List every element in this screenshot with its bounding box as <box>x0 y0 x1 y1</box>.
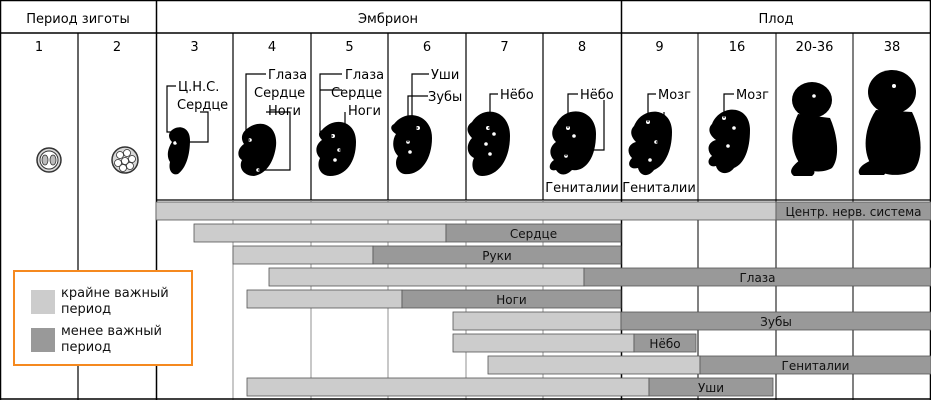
label-w4-heart: Сердце <box>254 86 305 101</box>
bar-label: Ноги <box>496 293 526 307</box>
bar-less <box>445 223 622 243</box>
bar-critical <box>268 267 585 287</box>
label-w5-legs: Ноги <box>348 104 381 119</box>
label-w5-eyes: Глаза <box>345 68 384 83</box>
bar-less <box>401 289 622 309</box>
week-numbers: 1 2 3 4 5 6 7 8 9 16 20-36 38 <box>35 40 900 55</box>
label-w9-genitals: Гениталии <box>622 181 696 196</box>
fetus-week-20-36-icon <box>791 82 838 176</box>
embryo-week-8-icon <box>549 111 596 175</box>
morula-icon <box>111 146 139 174</box>
bar-less <box>633 333 697 353</box>
week-label: 4 <box>268 40 276 55</box>
header-zygote: Период зиготы <box>26 12 130 27</box>
organ-labels: Ц.Н.С. Сердце Глаза Сердце Ноги Глаза Се… <box>177 68 769 196</box>
bar-label: Уши <box>698 381 724 395</box>
week-label: 7 <box>500 40 508 55</box>
week-label: 3 <box>190 40 198 55</box>
bar-critical <box>246 289 403 309</box>
bar-label: Гениталии <box>782 359 850 373</box>
bar-less <box>583 267 931 287</box>
legend: крайне важный период менее важный период <box>13 270 193 366</box>
bar-critical <box>487 355 701 375</box>
week-label: 1 <box>35 40 43 55</box>
week-label: 16 <box>729 40 746 55</box>
label-w3-cns: Ц.Н.С. <box>178 80 219 95</box>
bar-less <box>699 355 931 375</box>
label-w4-legs: Ноги <box>268 104 301 119</box>
bar-less <box>775 201 931 221</box>
bar-critical <box>246 377 650 397</box>
legend-item-less: менее важный период <box>31 324 181 356</box>
header-embryo: Эмбрион <box>358 12 418 27</box>
bar-label: Зубы <box>760 315 792 329</box>
week-label: 9 <box>655 40 663 55</box>
bar-critical <box>452 333 635 353</box>
label-w6-ears: Уши <box>431 68 459 83</box>
bar-less <box>372 245 622 265</box>
embryo-week-9-icon <box>628 111 672 176</box>
bar-critical <box>155 201 777 221</box>
embryo-week-5-icon <box>316 121 356 176</box>
week-label: 20-36 <box>796 40 834 55</box>
week-label: 8 <box>578 40 586 55</box>
bar-label: Руки <box>482 249 511 263</box>
label-w4-eyes: Глаза <box>268 68 307 83</box>
zygote-cell-icon <box>36 147 62 173</box>
week-label: 38 <box>884 40 901 55</box>
bar-critical <box>193 223 447 243</box>
label-w9-brain: Мозг <box>658 88 691 103</box>
bar-label: Нёбо <box>649 337 680 351</box>
embryo-week-6-icon <box>391 115 432 175</box>
bar-less <box>648 377 774 397</box>
bar-label: Сердце <box>510 227 557 241</box>
legend-label-less: менее важный период <box>61 324 162 355</box>
embryo-week-3-icon <box>167 127 190 175</box>
legend-swatch-less <box>31 328 55 352</box>
label-w8-palate: Нёбо <box>580 88 614 103</box>
bar-label: Глаза <box>739 271 775 285</box>
embryo-week-4-icon <box>238 123 277 176</box>
organ-period-bars: Центр. нерв. система Сердце Руки Глаза Ноги З… <box>155 201 931 397</box>
legend-item-critical: крайне важный период <box>31 286 181 318</box>
bar-label: Центр. нерв. система <box>785 205 921 219</box>
week-label: 5 <box>345 40 353 55</box>
embryo-week-16-icon <box>708 109 750 174</box>
week-label: 6 <box>423 40 431 55</box>
header-fetus: Плод <box>758 12 793 27</box>
label-w8-genitals: Гениталии <box>545 181 619 196</box>
week-label: 2 <box>113 40 121 55</box>
bar-less <box>620 311 931 331</box>
callout-lines <box>166 73 734 171</box>
legend-swatch-critical <box>31 290 55 314</box>
bar-critical <box>232 245 374 265</box>
fetus-week-38-icon <box>858 70 921 175</box>
embryo-illustrations <box>36 70 921 176</box>
label-w16-brain: Мозг <box>736 88 769 103</box>
label-w6-teeth: Зубы <box>428 90 462 105</box>
label-w7-palate: Нёбо <box>500 88 534 103</box>
period-headers: Период зиготы Эмбрион Плод <box>26 12 793 27</box>
bar-critical <box>452 311 622 331</box>
legend-label-critical: крайне важный период <box>61 286 169 317</box>
label-w5-heart: Сердце <box>331 86 382 101</box>
label-w3-heart: Сердце <box>177 98 228 113</box>
embryo-week-7-icon <box>467 111 510 176</box>
